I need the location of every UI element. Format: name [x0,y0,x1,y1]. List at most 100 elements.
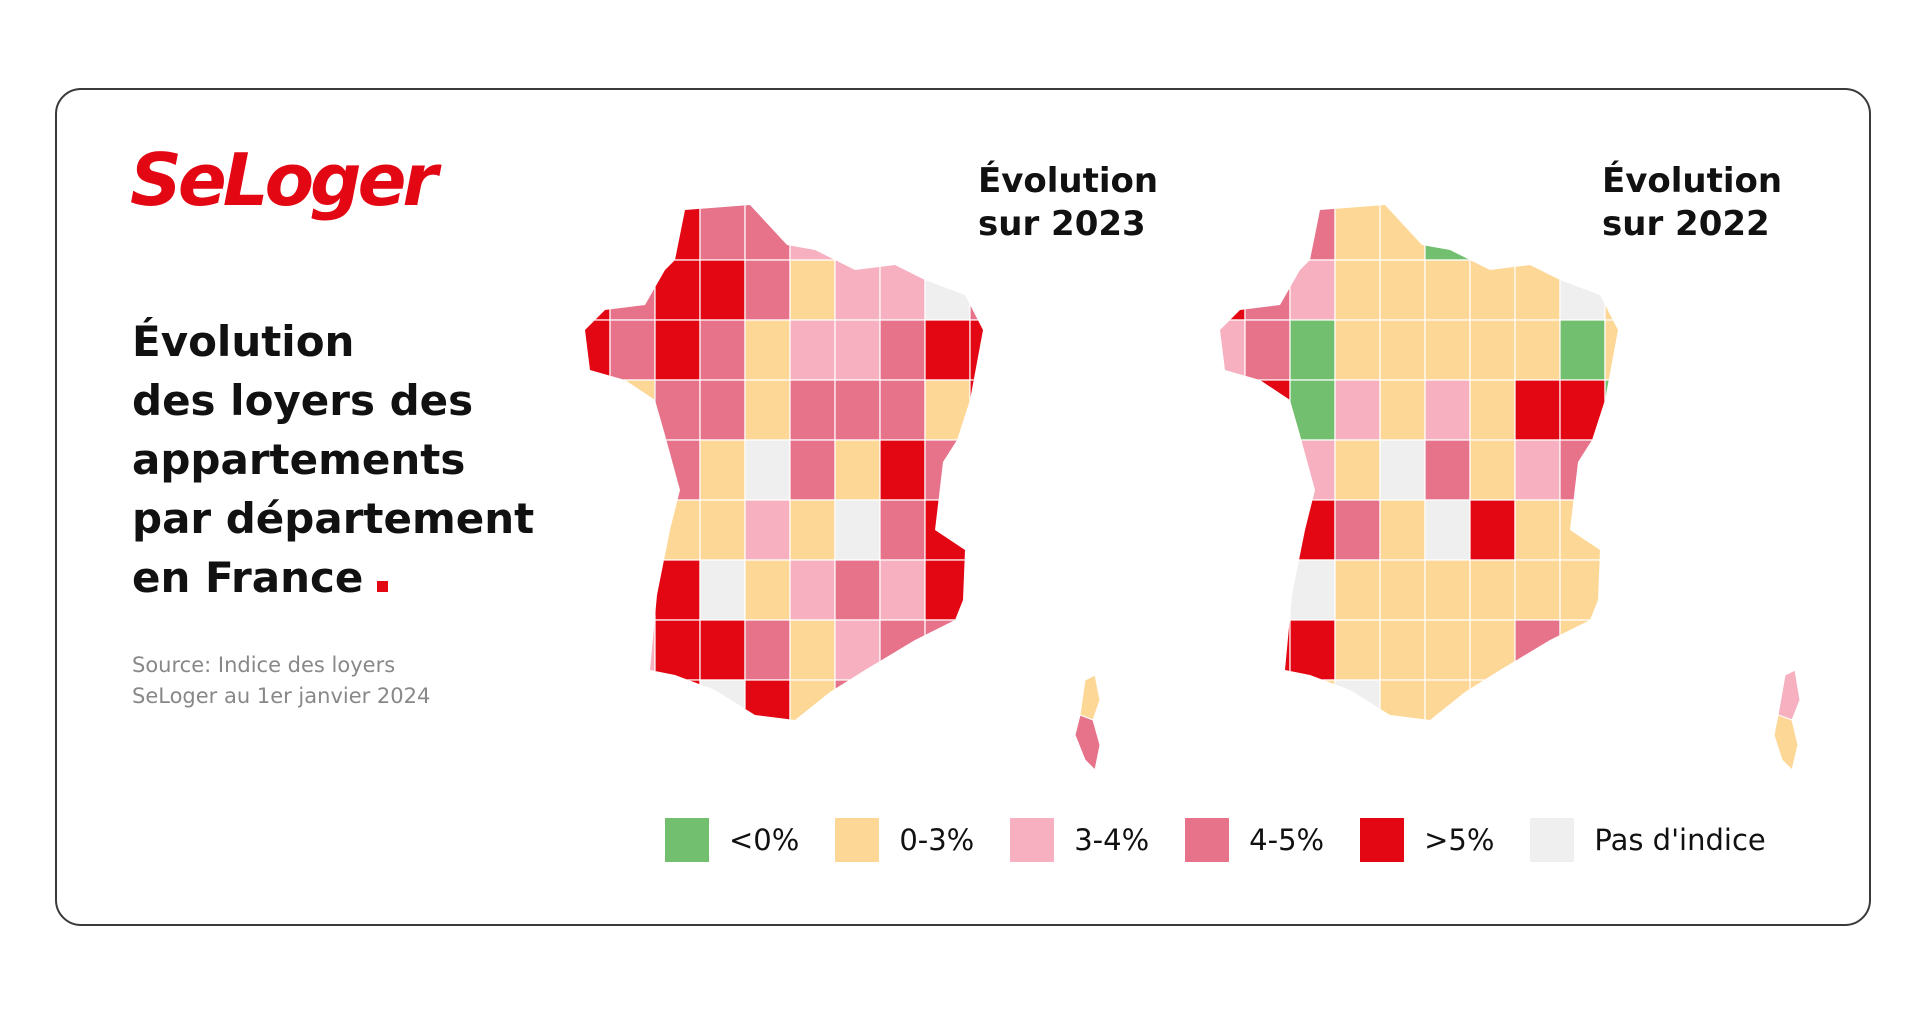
department [1334,259,1381,321]
department [1514,439,1561,501]
map-title-line: sur 2022 [1602,204,1770,244]
department [699,379,746,441]
department [1220,619,1246,681]
department [969,205,983,261]
department [969,379,983,441]
department [1604,319,1618,381]
department [699,679,746,720]
department [1244,559,1291,621]
department [654,499,701,561]
france-map-2023 [585,205,1101,772]
legend-item: 0-3% [835,818,974,862]
department [969,559,983,621]
legend-label: <0% [729,823,800,857]
department [699,619,746,681]
department [924,439,971,501]
department [879,319,926,381]
department [834,619,881,681]
map-title-line: Évolution [1602,161,1783,201]
department [1244,319,1291,381]
department [1379,205,1426,261]
department [969,619,983,681]
department [1289,439,1336,501]
department [1469,259,1516,321]
department [1604,259,1618,321]
department [1559,259,1606,321]
department [924,499,971,561]
department [1334,559,1381,621]
headline-line: Évolution [132,317,355,366]
department [585,205,611,261]
legend-swatch [665,818,709,862]
department [834,439,881,501]
department [1220,379,1246,441]
department [1604,499,1618,561]
department [879,205,926,261]
headline-line: appartements [132,435,466,484]
corsica [1773,669,1801,771]
department [1514,379,1561,441]
department [789,259,836,321]
department [744,559,791,621]
department [924,679,971,720]
department [1289,559,1336,621]
department [1469,559,1516,621]
department [1220,439,1246,501]
department [1777,669,1801,721]
department [1424,619,1471,681]
department [789,319,836,381]
department [1604,619,1618,681]
department [834,259,881,321]
department [1514,679,1561,720]
department [1559,205,1606,261]
department [585,259,611,321]
department [1244,619,1291,681]
department [924,379,971,441]
department [834,319,881,381]
department [789,499,836,561]
department [1604,559,1618,621]
department [609,499,656,561]
department [1079,674,1101,721]
department [1514,259,1561,321]
department [585,679,611,720]
red-dot-icon [377,581,389,592]
department [1289,205,1336,261]
legend-swatch [835,818,880,862]
department [1469,619,1516,681]
department [789,205,836,261]
headline-last-line: en France [132,548,572,607]
department [744,319,791,381]
legend-swatch [1530,818,1575,862]
department [879,679,926,720]
map-title-2022: Évolution sur 2022 [1602,160,1782,246]
source-line: Source: Indice des loyers [132,653,396,677]
legend-swatch [1185,818,1230,862]
department [1334,319,1381,381]
map-title-line: sur 2023 [978,204,1146,244]
source-line: SeLoger au 1er janvier 2024 [132,684,431,708]
department [1604,205,1618,261]
department [924,259,971,321]
legend-swatch [1360,818,1405,862]
department [609,379,656,441]
department [1379,499,1426,561]
legend-item: <0% [665,818,799,862]
department [1424,319,1471,381]
department [879,439,926,501]
department [744,259,791,321]
department [654,559,701,621]
department [609,679,656,720]
department [1424,439,1471,501]
department [1604,439,1618,501]
department [1514,619,1561,681]
department [654,679,701,720]
department [1379,679,1426,720]
department [1424,379,1471,441]
department [924,559,971,621]
department [585,559,611,621]
department [609,319,656,381]
map-title-line: Évolution [978,161,1159,201]
department [834,679,881,720]
legend-label: 0-3% [899,823,975,857]
